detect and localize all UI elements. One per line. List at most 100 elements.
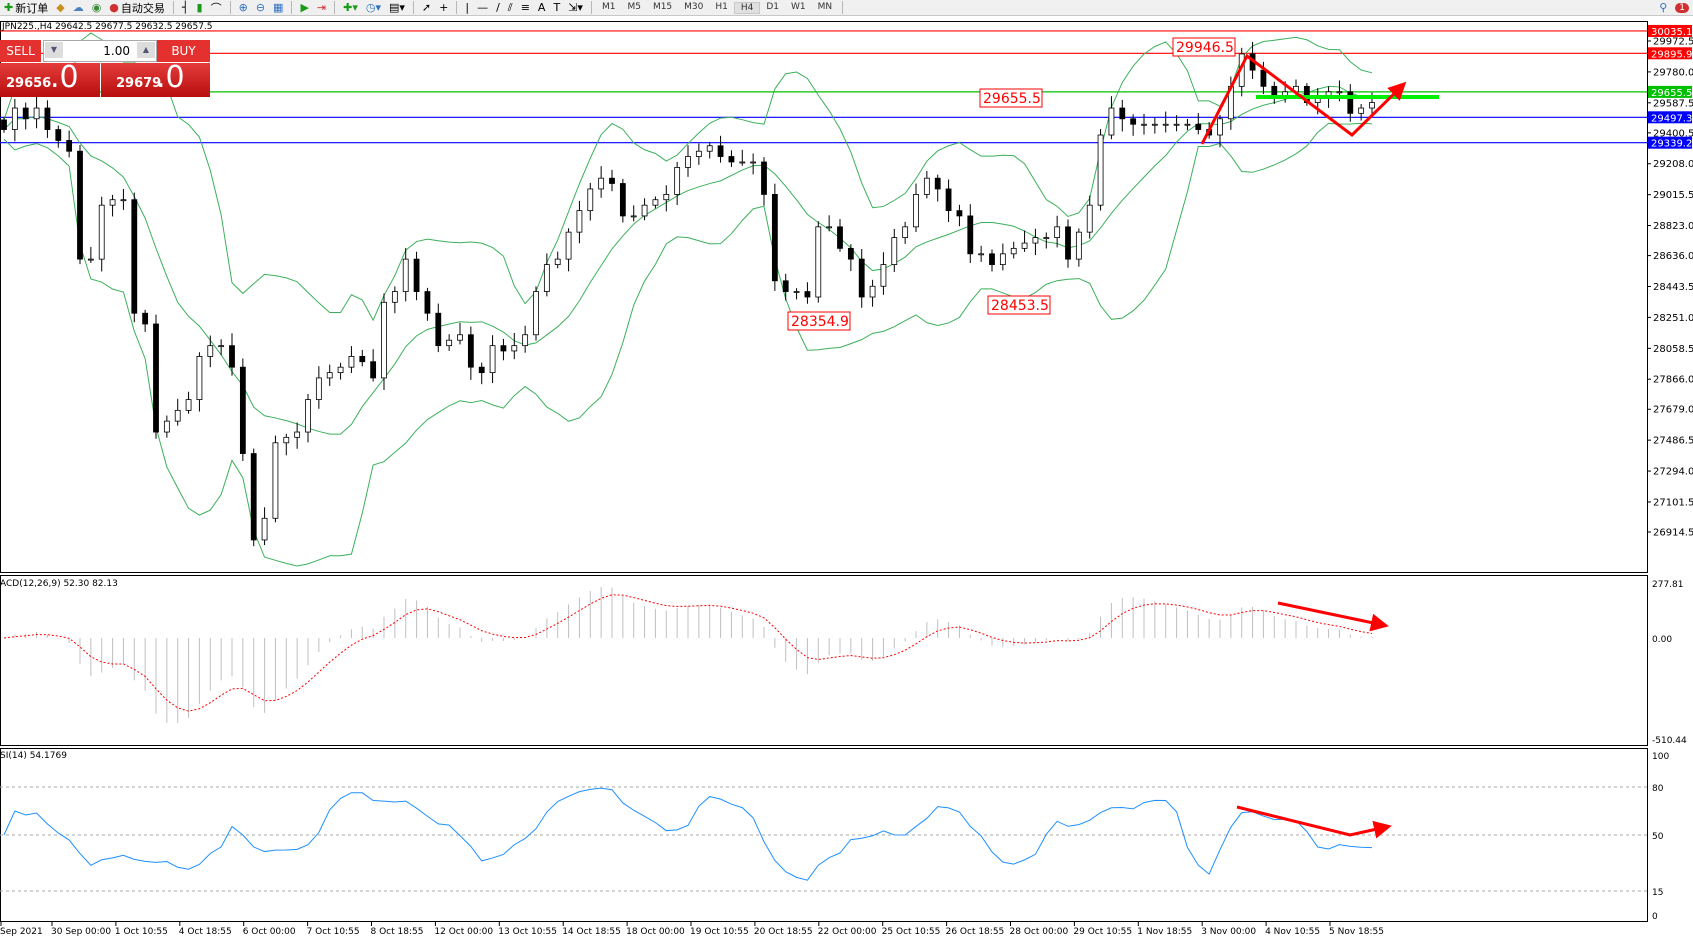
- bullish-candle: [457, 334, 463, 341]
- toolbar-divider: [412, 1, 414, 14]
- bullish-candle: [522, 334, 529, 347]
- bullish-candle: [543, 264, 550, 292]
- text-label-icon[interactable]: T: [553, 1, 561, 14]
- macd-axis-label: -510.44: [1652, 736, 1687, 746]
- bid-price-main: 29656: [6, 76, 52, 91]
- timeframe-m1[interactable]: M1: [601, 1, 616, 12]
- bullish-candle: [1108, 107, 1115, 136]
- price-tick-label: 27679.0: [1653, 405, 1693, 416]
- bullish-candle: [109, 199, 116, 206]
- bearish-candle: [153, 323, 159, 433]
- timeframe-h1[interactable]: H1: [715, 1, 728, 12]
- time-tick-label: 1 Oct 10:55: [115, 927, 168, 937]
- templates-icon[interactable]: ▤▾: [389, 1, 405, 14]
- notification-badge[interactable]: 1: [1671, 0, 1693, 15]
- bullish-candle: [381, 301, 387, 379]
- price-tick-label: 27866.0: [1653, 375, 1693, 386]
- bearish-candle: [500, 345, 507, 352]
- auto-scroll-icon[interactable]: ▶: [300, 1, 309, 14]
- timeframe-w1[interactable]: W1: [791, 1, 806, 12]
- bid-price-big: .0: [50, 60, 79, 95]
- bullish-candle: [685, 156, 691, 168]
- time-tick-label: 5 Nov 18:55: [1329, 927, 1384, 937]
- chart-area[interactable]: 29972.5 29780.0 29587.5 29400.5 29208.0 29015…: [0, 16, 1693, 940]
- bullish-candle: [793, 291, 800, 293]
- bullish-candle: [1217, 118, 1223, 136]
- volume-up-icon[interactable]: ▲: [137, 42, 155, 58]
- sell-button[interactable]: SELL: [0, 40, 41, 62]
- market-watch-icon[interactable]: ◆: [56, 1, 65, 14]
- auto-trading-label: 自动交易: [120, 1, 165, 15]
- price-annotation-box: [979, 88, 1043, 108]
- bullish-candle: [826, 226, 833, 229]
- zoom-in-icon[interactable]: ⊕: [238, 1, 248, 14]
- periods-icon[interactable]: ◷▾: [365, 1, 381, 14]
- auto-trading-button[interactable]: ● 自动交易: [105, 0, 169, 15]
- new-order-icon: ✚: [4, 1, 14, 14]
- vertical-line-icon[interactable]: |: [465, 1, 470, 14]
- time-tick-label: 6 Oct 00:00: [243, 927, 296, 937]
- candlestick-chart-icon[interactable]: ▮: [196, 1, 203, 14]
- timeframe-m30[interactable]: M30: [684, 1, 704, 12]
- toolbar-divider: [456, 1, 458, 14]
- time-tick-label: 29 Oct 10:55: [1073, 927, 1132, 937]
- bearish-candle: [22, 107, 29, 120]
- zoom-out-icon[interactable]: ⊖: [255, 1, 266, 14]
- volume-value[interactable]: 1.00: [103, 44, 130, 58]
- bearish-candle: [989, 253, 995, 265]
- bearish-candle: [239, 366, 246, 454]
- bullish-candle: [315, 377, 322, 401]
- search-icon[interactable]: ⚲: [1659, 1, 1668, 14]
- bar-chart-icon[interactable]: ┤: [181, 1, 189, 14]
- bullish-candle: [923, 177, 930, 195]
- bearish-candle: [44, 107, 51, 130]
- timeframe-h4[interactable]: H4: [733, 1, 761, 14]
- timeframe-d1[interactable]: D1: [766, 1, 780, 12]
- sell-price[interactable]: 29656 .0: [0, 60, 100, 97]
- crosshair-icon[interactable]: +: [439, 1, 449, 14]
- text-icon[interactable]: A: [537, 1, 546, 14]
- volume-input[interactable]: ▼ 1.00 ▲: [43, 40, 157, 62]
- toolbar-divider: [334, 1, 336, 14]
- arrows-icon[interactable]: ⇲▾: [568, 1, 583, 14]
- bollinger-middle-band: [3, 85, 1373, 435]
- bearish-candle: [359, 356, 366, 363]
- time-tick-label: 19 Oct 10:55: [690, 927, 749, 937]
- buy-button[interactable]: BUY: [157, 40, 210, 62]
- horizontal-line-icon[interactable]: —: [477, 1, 489, 14]
- time-tick-label: Sep 2021: [0, 927, 43, 937]
- bearish-candle: [250, 453, 257, 541]
- bearish-candle: [478, 366, 485, 374]
- notification-count: 1: [1675, 2, 1689, 13]
- bullish-candle: [695, 150, 702, 157]
- timeframe-mn[interactable]: MN: [817, 1, 833, 12]
- buy-price[interactable]: 29679 .0: [101, 60, 210, 97]
- navigator-icon[interactable]: ☁: [72, 1, 84, 14]
- bullish-candle: [402, 258, 409, 292]
- chart-shift-icon[interactable]: ⇥: [316, 1, 327, 14]
- cursor-icon[interactable]: ➚: [421, 1, 432, 14]
- equidistant-channel-icon[interactable]: ⫽: [507, 0, 513, 14]
- bearish-candle: [413, 258, 420, 292]
- toolbar-divider: [172, 1, 174, 14]
- fibonacci-icon[interactable]: ≡: [520, 1, 530, 14]
- bearish-candle: [1260, 69, 1267, 87]
- volume-down-icon[interactable]: ▼: [45, 42, 63, 58]
- indicators-icon[interactable]: ✚▾: [343, 1, 358, 14]
- line-chart-icon[interactable]: ⌒: [210, 1, 222, 15]
- bullish-candle: [1010, 247, 1017, 255]
- bullish-candle: [902, 226, 909, 239]
- bullish-candle: [652, 199, 659, 206]
- signals-icon[interactable]: ◉: [91, 1, 102, 14]
- tile-windows-icon[interactable]: ▦: [273, 1, 284, 14]
- main-panel-frame: [0, 21, 1648, 573]
- bullish-candle: [1086, 204, 1093, 233]
- rsi-line: [3, 787, 1373, 881]
- timeframe-m15[interactable]: M15: [652, 1, 673, 12]
- new-order-button[interactable]: ✚ 新订单: [0, 0, 52, 15]
- timeframe-m5[interactable]: M5: [627, 1, 641, 12]
- bearish-candle: [934, 177, 941, 190]
- bullish-candle: [533, 291, 539, 336]
- trendline-icon[interactable]: /: [496, 1, 500, 14]
- bearish-candle: [467, 334, 474, 368]
